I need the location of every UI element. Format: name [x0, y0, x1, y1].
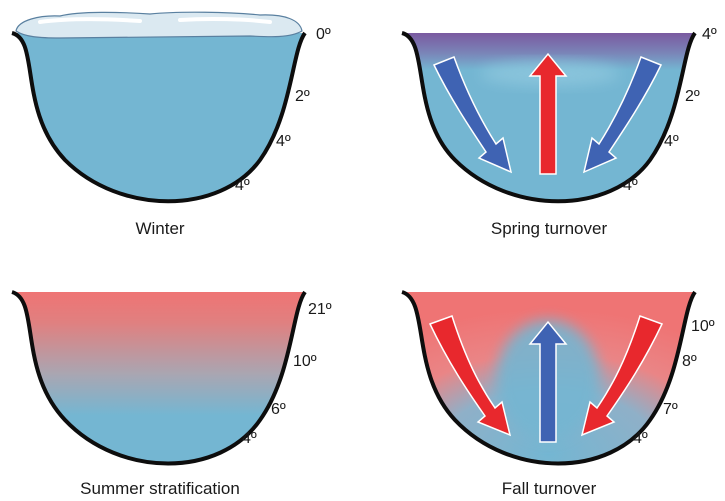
- spring-temp-surface: 4º: [702, 26, 717, 43]
- summer-caption: Summer stratification: [80, 479, 240, 498]
- summer-temp-upper: 10º: [293, 353, 317, 370]
- winter-panel: 0º 2º 4º 4º Winter: [11, 11, 331, 238]
- winter-ice-layer: [15, 11, 303, 39]
- red-down-arrow: [580, 315, 664, 437]
- fall-lake-outline: [401, 290, 697, 466]
- spring-temp-upper: 2º: [685, 88, 700, 105]
- red-up-arrow: [528, 52, 568, 175]
- summer-temp-mid: 6º: [271, 401, 286, 418]
- winter-temp-surface: 0º: [316, 26, 331, 43]
- spring-panel: 4º 2º 4º 4º Spring turnover: [401, 26, 717, 238]
- fall-temp-upper: 8º: [682, 353, 697, 370]
- winter-caption: Winter: [135, 219, 184, 238]
- winter-lake-basin: [12, 33, 305, 202]
- fall-panel: 10º 8º 7º 4º Fall turnover: [401, 290, 715, 498]
- fall-temp-mid: 7º: [663, 401, 678, 418]
- blue-down-arrow: [432, 56, 513, 174]
- blue-down-arrow: [582, 56, 663, 174]
- winter-lake-outline: [11, 31, 307, 204]
- red-down-arrow: [428, 315, 512, 437]
- winter-ice-highlight: [38, 16, 272, 24]
- fall-temp-bottom: 4º: [633, 430, 648, 447]
- winter-temp-mid: 4º: [276, 133, 291, 150]
- spring-caption: Spring turnover: [491, 219, 608, 238]
- spring-lake-outline: [401, 31, 697, 204]
- summer-lake-basin: [12, 292, 305, 464]
- blue-up-arrow: [528, 320, 568, 443]
- summer-temp-bottom: 4º: [242, 430, 257, 447]
- fall-caption: Fall turnover: [502, 479, 597, 498]
- winter-temp-bottom: 4º: [235, 177, 250, 194]
- winter-temp-upper: 2º: [295, 88, 310, 105]
- fall-temp-surface: 10º: [691, 318, 715, 335]
- summer-panel: 21º 10º 6º 4º Summer stratification: [11, 290, 332, 498]
- summer-lake-outline: [11, 290, 307, 466]
- spring-temp-bottom: 4º: [623, 177, 638, 194]
- summer-temp-surface: 21º: [308, 301, 332, 318]
- spring-temp-mid: 4º: [664, 133, 679, 150]
